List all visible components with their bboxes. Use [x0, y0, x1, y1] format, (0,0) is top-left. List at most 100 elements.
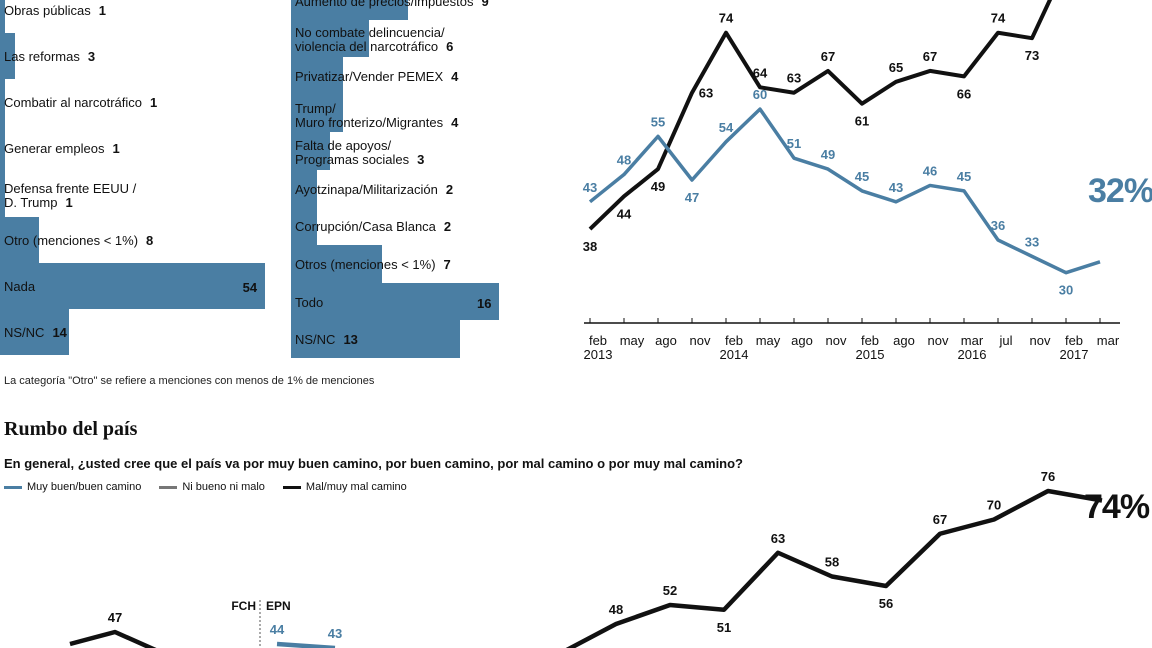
history-data-label: 44 [270, 622, 285, 637]
mid-bar-label-text: Privatizar/Vender PEMEX [295, 68, 444, 84]
rumbo-data-label: 67 [933, 512, 947, 527]
left-bar-bar [0, 0, 5, 33]
left-bar-bar [0, 309, 69, 355]
left-bar-label-text: Otro (menciones < 1%) [4, 233, 139, 248]
x-tick-label: feb [861, 333, 879, 348]
left-bar-label-text: Nada [4, 279, 36, 294]
mid-bar-row: Falta de apoyos/Programas sociales 3 [291, 132, 531, 170]
x-tick-label: ago [893, 333, 915, 348]
mid-bar-bar [291, 282, 499, 321]
legend-item-neutral: Ni bueno ni malo [159, 481, 265, 493]
left-bar-label-text: Defensa frente EEUU / D. Trump [4, 181, 137, 210]
history-data-label: 47 [108, 610, 122, 625]
left-bar-label: NS/NC 14 [4, 326, 67, 340]
mid-bar-bar [291, 19, 369, 58]
question-text: En general, ¿usted cree que el país va p… [4, 456, 744, 471]
rumbo-data-label: 63 [771, 531, 785, 546]
left-bar-value: 1 [98, 3, 106, 18]
x-tick-label: jul [998, 333, 1012, 348]
left-bar-label-text: NS/NC [4, 325, 45, 340]
rumbo-line-chart: 48 52 51 63 58 56 67 70 76 74% [565, 470, 1151, 648]
left-bar-bar [0, 79, 5, 125]
end-value-label: 32% [1088, 172, 1152, 210]
left-bar-value: 1 [150, 95, 158, 110]
rumbo-data-label: 48 [609, 602, 623, 617]
data-label: 45 [855, 169, 869, 184]
left-bar-value: 8 [146, 233, 154, 248]
x-tick-label: feb [1065, 333, 1083, 348]
left-bar-label: Otro (menciones < 1%) 8 [4, 234, 153, 248]
x-tick-label: ago [791, 333, 813, 348]
left-bar-value: 54 [242, 280, 258, 295]
section-title: Rumbo del país [4, 418, 138, 440]
legend-swatch-gray [159, 485, 178, 489]
rumbo-data-label: 56 [879, 596, 893, 611]
data-label: 64 [753, 65, 768, 80]
data-label: 73 [1025, 48, 1039, 63]
left-bar-label-text: Obras públicas [4, 3, 91, 18]
rumbo-data-label: 52 [663, 583, 677, 598]
mid-bar-label: Todo [295, 294, 324, 310]
left-bar-row: NS/NC 14 [0, 309, 290, 355]
legend-item-good: Muy buen/buen camino [4, 481, 141, 493]
left-bar-chart: Obras públicas 1 Las reformas 3 Combatir al … [0, 0, 290, 357]
legend-item-bad: Mal/muy mal camino [282, 481, 407, 493]
mid-bar-value: 4 [451, 114, 459, 130]
mid-bar-bar [291, 132, 330, 170]
left-bar-row: Las reformas 3 [0, 33, 290, 79]
mid-bar-label-text: No combate delincuencia/violencia del na… [295, 25, 445, 55]
left-bar-row: Nada 54 [0, 263, 290, 309]
legend-label-bad: Mal/muy mal camino [305, 481, 407, 493]
mid-bar-row: Corrupción/Casa Blanca 2 [291, 207, 531, 246]
left-bar-value: 3 [87, 49, 96, 64]
mid-bar-row: Trump/Muro fronterizo/Migrantes 4 [291, 94, 531, 133]
x-tick-label: ago [655, 333, 677, 348]
data-label: 47 [685, 190, 699, 205]
x-tick-year: 2017 [1060, 347, 1089, 362]
x-tick-label: nov [826, 333, 847, 348]
mid-bar-row: Aumento de precios/impuestos 9 [291, 0, 531, 20]
mid-bar-label: NS/NC 13 [295, 333, 358, 347]
data-label: 49 [821, 147, 835, 162]
left-bar-label-text: Generar empleos [4, 141, 105, 156]
data-label: 61 [855, 114, 869, 129]
data-label: 55 [651, 114, 665, 129]
mid-bar-row: NS/NC 13 [291, 320, 531, 358]
history-series-line [276, 641, 336, 648]
data-label: 66 [957, 86, 971, 101]
mid-bar-label-text: Corrupción/Casa Blanca [295, 219, 436, 235]
left-bar-label: Defensa frente EEUU / D. Trump 1 [4, 182, 136, 210]
x-tick-label: nov [1030, 333, 1051, 348]
x-tick-label: nov [928, 333, 949, 348]
x-tick-year: 2013 [584, 347, 613, 362]
left-bar-bar [0, 33, 15, 79]
mid-bar-label-text: Todo [295, 294, 324, 310]
mid-bar-value: 16 [477, 295, 492, 311]
x-tick-label: feb [589, 333, 607, 348]
left-bar-row: Combatir al narcotráfico 1 [0, 79, 290, 125]
mid-bar-bar [291, 57, 343, 95]
legend-swatch-black [282, 485, 301, 489]
left-bar-bar [0, 171, 5, 217]
data-label: 44 [617, 206, 632, 221]
left-bar-row: Obras públicas 1 [0, 0, 290, 33]
footnote: La categoría "Otro" se refiere a mencion… [4, 375, 375, 387]
history-data-label: 43 [328, 626, 342, 641]
mid-bar-row: Otros (menciones < 1%) 7 [291, 245, 531, 283]
x-tick-label: may [620, 333, 645, 348]
mid-bar-bar [291, 0, 408, 20]
left-bar-bar [0, 125, 5, 171]
mid-bar-value: 6 [446, 39, 454, 55]
left-bar-label: Las reformas 3 [4, 50, 95, 64]
series-line-blue [588, 107, 1101, 275]
data-label: 48 [617, 153, 631, 168]
left-bar-label: Generar empleos 1 [4, 142, 120, 156]
rumbo-data-label: 70 [987, 498, 1001, 513]
left-bar-row: Defensa frente EEUU / D. Trump 1 [0, 171, 290, 217]
legend: Muy buen/buen camino Ni bueno ni malo Ma… [4, 481, 407, 493]
left-bar-label: Combatir al narcotráfico 1 [4, 96, 157, 110]
x-tick-label: may [756, 333, 781, 348]
mid-bar-bar [291, 320, 460, 358]
data-label: 67 [923, 49, 937, 64]
data-label: 36 [991, 218, 1005, 233]
